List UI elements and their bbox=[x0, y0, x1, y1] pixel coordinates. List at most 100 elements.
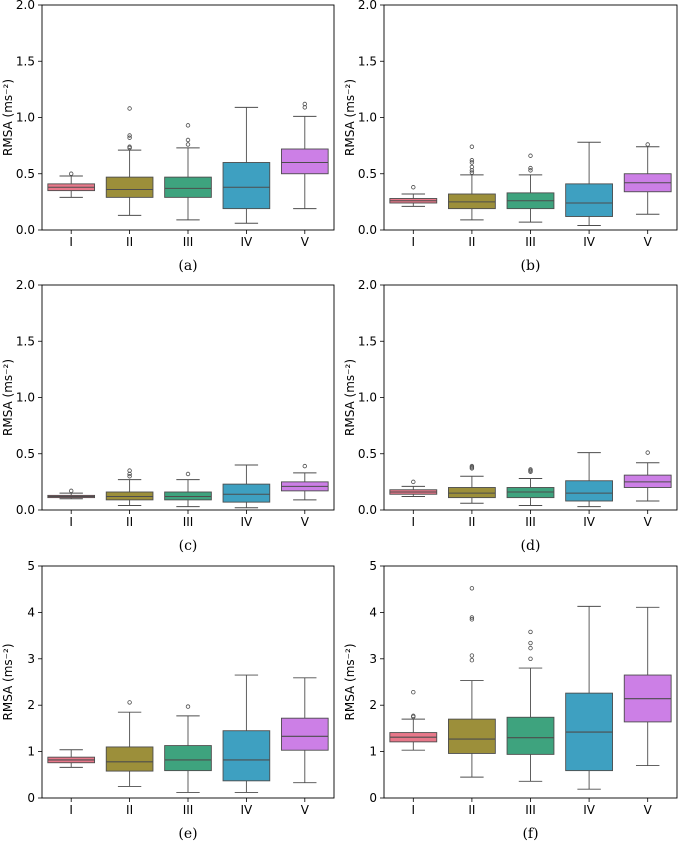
outlier-point bbox=[127, 474, 132, 479]
y-tick-label: 4 bbox=[27, 605, 35, 619]
outlier-point bbox=[528, 153, 533, 158]
outlier-point bbox=[528, 467, 533, 472]
y-tick-label: 0.5 bbox=[358, 167, 377, 181]
box-I bbox=[47, 749, 96, 768]
axes-frame bbox=[383, 284, 678, 511]
outlier-point bbox=[469, 617, 475, 622]
iqr-box bbox=[280, 717, 329, 751]
y-tick-label: 1.0 bbox=[358, 391, 377, 405]
y-tick-label: 2.0 bbox=[16, 0, 35, 12]
outlier-point bbox=[127, 468, 132, 473]
box-I bbox=[47, 171, 96, 198]
box-III bbox=[164, 471, 212, 508]
outlier-point bbox=[411, 479, 416, 485]
x-tick-label: V bbox=[644, 803, 653, 817]
iqr-box bbox=[105, 491, 154, 501]
box-II bbox=[448, 586, 496, 778]
y-tick-label: 0.0 bbox=[16, 503, 35, 517]
box-V bbox=[280, 677, 329, 784]
iqr-box bbox=[222, 483, 271, 503]
outlier-point bbox=[411, 690, 416, 695]
outlier-point bbox=[127, 133, 132, 138]
y-tick-label: 1.5 bbox=[16, 334, 35, 348]
x-tick-label: III bbox=[183, 803, 194, 817]
outlier-point bbox=[469, 653, 475, 658]
box-II bbox=[105, 106, 154, 216]
outlier-point bbox=[469, 615, 475, 620]
iqr-box bbox=[448, 487, 496, 499]
box-III bbox=[164, 123, 212, 221]
outlier-point bbox=[185, 123, 191, 128]
box-III bbox=[506, 153, 555, 223]
outlier-point bbox=[411, 185, 416, 190]
box-I bbox=[389, 690, 438, 751]
outlier-point bbox=[528, 645, 533, 651]
iqr-box bbox=[623, 474, 672, 488]
outlier-point bbox=[528, 168, 533, 173]
iqr-box bbox=[565, 480, 613, 502]
y-tick-label: 5 bbox=[27, 559, 35, 573]
iqr-box bbox=[164, 176, 212, 198]
outlier-point bbox=[528, 640, 533, 646]
x-tick-label: III bbox=[525, 803, 536, 817]
outlier-point bbox=[469, 170, 475, 175]
box-IV bbox=[565, 605, 613, 790]
y-tick-label: 1.5 bbox=[16, 54, 35, 68]
outlier-point bbox=[185, 704, 191, 709]
iqr-box bbox=[506, 487, 555, 499]
y-tick-label: 2 bbox=[27, 698, 35, 712]
x-tick-label: I bbox=[412, 515, 416, 529]
y-tick-label: 2.0 bbox=[358, 0, 377, 12]
outlier-point bbox=[302, 463, 307, 469]
x-tick-label: V bbox=[644, 235, 653, 249]
panel-caption: (b) bbox=[521, 258, 541, 274]
y-tick-label: 1.5 bbox=[358, 54, 377, 68]
box-I bbox=[389, 479, 438, 497]
y-tick-label: 1 bbox=[27, 745, 35, 759]
axes-frame bbox=[41, 565, 335, 799]
x-tick-label: IV bbox=[241, 515, 254, 529]
x-tick-label: IV bbox=[583, 803, 596, 817]
x-tick-label: V bbox=[644, 515, 653, 529]
outlier-point bbox=[469, 463, 475, 469]
axes-frame bbox=[383, 4, 678, 231]
box-IV bbox=[222, 674, 271, 793]
iqr-box bbox=[448, 193, 496, 210]
x-tick-label: IV bbox=[583, 515, 596, 529]
x-tick-label: I bbox=[412, 803, 416, 817]
outlier-point bbox=[185, 137, 191, 143]
panel-caption: (a) bbox=[178, 258, 197, 274]
outlier-point bbox=[127, 700, 132, 705]
iqr-box bbox=[105, 176, 154, 198]
box-II bbox=[448, 144, 496, 221]
y-tick-label: 2.0 bbox=[358, 278, 377, 292]
outlier-point bbox=[528, 165, 533, 171]
box-II bbox=[105, 700, 154, 787]
y-tick-label: 0 bbox=[27, 791, 35, 805]
axes-frame bbox=[41, 284, 335, 511]
x-tick-label: V bbox=[301, 803, 310, 817]
iqr-box bbox=[222, 162, 271, 210]
y-tick-label: 1.0 bbox=[16, 391, 35, 405]
panel-caption: (e) bbox=[178, 826, 197, 842]
outlier-point bbox=[469, 586, 475, 591]
x-tick-label: III bbox=[183, 515, 194, 529]
box-IV bbox=[565, 452, 613, 508]
axes-frame bbox=[383, 565, 678, 799]
outlier-point bbox=[127, 106, 132, 111]
outlier-point bbox=[127, 144, 132, 149]
panel-caption: (c) bbox=[179, 538, 198, 554]
y-tick-label: 5 bbox=[369, 559, 377, 573]
panel-caption: (d) bbox=[521, 538, 541, 554]
outlier-point bbox=[68, 488, 74, 494]
x-tick-label: II bbox=[126, 515, 133, 529]
iqr-box bbox=[222, 730, 271, 782]
box-III bbox=[506, 467, 555, 506]
box-V bbox=[280, 101, 329, 210]
